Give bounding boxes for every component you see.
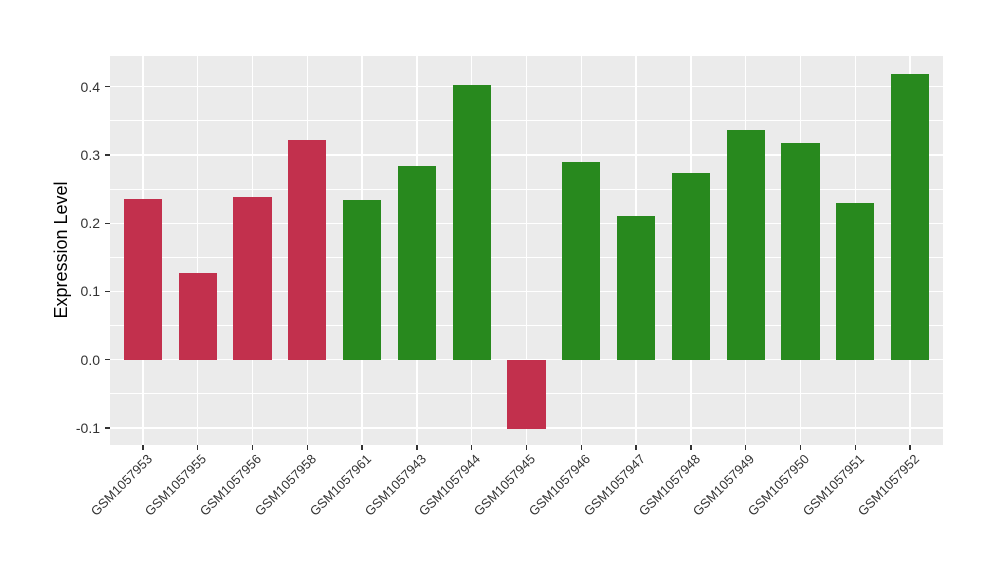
plot-panel bbox=[110, 56, 943, 445]
y-tick-mark bbox=[104, 358, 110, 361]
gridline-vertical bbox=[196, 56, 199, 445]
bar-GSM1057955 bbox=[178, 273, 217, 360]
bar-GSM1057961 bbox=[342, 199, 382, 360]
y-tick-mark bbox=[104, 86, 110, 88]
y-tick-label: 0.0 bbox=[80, 351, 100, 368]
y-tick-mark bbox=[104, 290, 110, 293]
x-tick-mark bbox=[142, 445, 144, 450]
bar-GSM1057944 bbox=[452, 84, 491, 360]
bar-GSM1057953 bbox=[123, 199, 163, 360]
x-tick-mark bbox=[909, 445, 911, 450]
x-tick-mark bbox=[525, 445, 528, 450]
y-tick-label: 0.4 bbox=[80, 78, 100, 95]
bar-GSM1057945 bbox=[507, 359, 546, 430]
bar-GSM1057946 bbox=[562, 162, 601, 360]
y-tick-mark bbox=[104, 222, 110, 224]
x-tick-mark bbox=[799, 445, 802, 450]
bar-GSM1057952 bbox=[890, 73, 930, 360]
bar-GSM1057948 bbox=[671, 172, 711, 360]
x-tick-mark bbox=[251, 445, 254, 450]
x-tick-mark bbox=[416, 445, 418, 450]
bar-GSM1057947 bbox=[616, 215, 656, 360]
bar-GSM1057950 bbox=[781, 142, 820, 360]
bar-GSM1057958 bbox=[288, 139, 327, 360]
x-tick-mark bbox=[635, 445, 637, 450]
bar-GSM1057949 bbox=[726, 129, 765, 360]
bar-GSM1057956 bbox=[233, 197, 272, 360]
x-tick-mark bbox=[361, 445, 363, 450]
x-tick-mark bbox=[196, 445, 199, 450]
bar-GSM1057951 bbox=[836, 202, 875, 360]
x-tick-mark bbox=[306, 445, 308, 450]
gridline-vertical bbox=[525, 56, 528, 445]
bar-GSM1057943 bbox=[397, 165, 437, 360]
x-tick-mark bbox=[854, 445, 856, 450]
x-tick-mark bbox=[690, 445, 692, 450]
y-tick-label: 0.3 bbox=[80, 146, 100, 163]
y-axis-title: Expression Level bbox=[51, 181, 71, 319]
x-tick-mark bbox=[745, 445, 747, 450]
y-tick-label: -0.1 bbox=[75, 419, 100, 436]
x-tick-mark bbox=[580, 445, 582, 450]
y-tick-mark bbox=[104, 154, 110, 156]
x-tick-mark bbox=[470, 445, 473, 450]
y-tick-mark bbox=[104, 427, 110, 429]
y-tick-label: 0.1 bbox=[80, 283, 100, 300]
y-tick-label: 0.2 bbox=[80, 215, 100, 232]
